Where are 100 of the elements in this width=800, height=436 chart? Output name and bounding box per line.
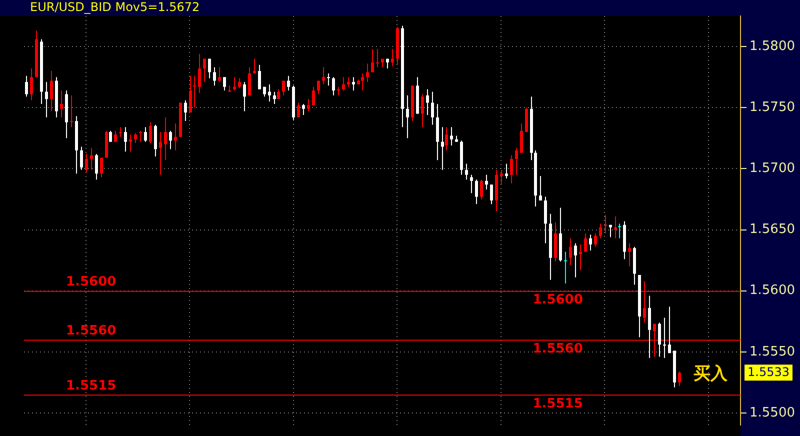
candlestick bbox=[475, 179, 478, 205]
candlestick bbox=[327, 72, 330, 86]
y-tick-label: 1.5550 bbox=[750, 344, 796, 360]
candlestick bbox=[85, 154, 88, 173]
candlestick bbox=[258, 64, 261, 90]
candlestick bbox=[233, 76, 236, 92]
candlestick bbox=[614, 216, 617, 239]
candlestick bbox=[406, 94, 409, 139]
candlestick bbox=[312, 86, 315, 106]
candlestick bbox=[485, 174, 488, 190]
candlestick bbox=[154, 124, 157, 157]
candlestick bbox=[525, 107, 528, 133]
candlestick bbox=[342, 76, 345, 92]
y-tick-label: 1.5750 bbox=[750, 100, 796, 115]
candlestick bbox=[243, 81, 246, 112]
y-tick-label: 1.5700 bbox=[750, 161, 796, 176]
candlestick bbox=[515, 147, 518, 176]
candlestick bbox=[594, 232, 597, 248]
candlestick bbox=[184, 100, 187, 122]
ref-line-label: 1.5515 bbox=[532, 396, 583, 412]
candlestick bbox=[70, 94, 73, 128]
candlestick bbox=[248, 66, 251, 96]
ref-line-label: 1.5560 bbox=[532, 342, 583, 357]
candlestick bbox=[238, 78, 241, 89]
candlestick bbox=[361, 72, 364, 92]
candlestick bbox=[668, 306, 671, 354]
candlestick bbox=[287, 75, 290, 92]
candlestick bbox=[500, 169, 503, 186]
candlestick bbox=[307, 98, 310, 112]
candlestick bbox=[505, 163, 508, 179]
candlestick bbox=[109, 130, 112, 142]
candlestick bbox=[569, 238, 572, 266]
candlestick bbox=[426, 88, 429, 116]
y-tick-label: 1.5600 bbox=[750, 283, 796, 298]
candlestick bbox=[480, 179, 483, 200]
candlestick bbox=[129, 134, 132, 152]
candlestick bbox=[317, 80, 320, 95]
candlestick bbox=[658, 322, 661, 358]
candlestick bbox=[139, 130, 142, 142]
candlestick bbox=[302, 103, 305, 116]
candlestick bbox=[490, 184, 493, 205]
annotation: 买入 bbox=[694, 364, 729, 384]
candlestick bbox=[618, 223, 621, 239]
candlestick bbox=[193, 75, 196, 108]
candlestick bbox=[609, 224, 612, 238]
candlestick bbox=[273, 91, 276, 104]
candlestick bbox=[198, 53, 201, 94]
candlestick bbox=[80, 146, 83, 170]
candlestick bbox=[134, 132, 137, 144]
candlestick bbox=[208, 58, 211, 79]
candlestick bbox=[510, 154, 513, 184]
text: 1.5515 bbox=[66, 378, 116, 394]
candlestick bbox=[203, 58, 206, 82]
text: 1.5600 bbox=[66, 274, 116, 290]
candlestick bbox=[282, 80, 285, 96]
candlestick bbox=[223, 76, 226, 92]
candlestick bbox=[169, 130, 172, 150]
candlestick bbox=[599, 223, 602, 239]
candlestick bbox=[421, 94, 424, 128]
candlestick bbox=[628, 242, 631, 267]
text: 1.5533 bbox=[748, 364, 790, 379]
candlestick bbox=[114, 130, 117, 142]
candlestick bbox=[25, 75, 28, 98]
candlestick bbox=[371, 48, 374, 73]
candlestick bbox=[539, 176, 542, 201]
candlestick bbox=[213, 66, 216, 86]
candlestick bbox=[100, 157, 103, 178]
y-tick-label: 1.5650 bbox=[750, 222, 796, 238]
y-tick-label: 1.5500 bbox=[750, 405, 796, 420]
candlestick bbox=[544, 196, 547, 244]
candlestick bbox=[253, 58, 256, 74]
y-tick-label: 1.5800 bbox=[750, 38, 796, 54]
candlestick bbox=[663, 317, 666, 359]
candlestick bbox=[450, 126, 453, 146]
candlestick bbox=[144, 126, 147, 142]
candlestick bbox=[124, 126, 127, 152]
candlestick bbox=[149, 122, 152, 144]
candlestick bbox=[322, 66, 325, 85]
candlestick bbox=[391, 48, 394, 67]
candlestick bbox=[159, 132, 162, 176]
candlestick bbox=[164, 116, 167, 161]
candlestick bbox=[520, 122, 523, 154]
candlestick bbox=[50, 70, 53, 112]
candlestick bbox=[90, 147, 93, 170]
candlestick bbox=[45, 81, 48, 118]
candlestick bbox=[95, 154, 98, 180]
chart-title: EUR/USD_BID Mov5=1.5672 bbox=[30, 0, 200, 14]
candlestick bbox=[589, 234, 592, 252]
candlestick bbox=[347, 76, 350, 88]
candlestick bbox=[445, 126, 448, 151]
candlestick bbox=[297, 102, 300, 118]
candlestick bbox=[648, 295, 651, 359]
candlestick bbox=[470, 174, 473, 194]
candlestick bbox=[174, 122, 177, 151]
candlestick bbox=[268, 84, 271, 102]
ref-line-label: 1.5600 bbox=[532, 292, 583, 308]
candlestick bbox=[218, 66, 221, 82]
candlestick bbox=[60, 90, 63, 118]
candlestick bbox=[564, 251, 567, 284]
candlestick bbox=[574, 242, 577, 278]
